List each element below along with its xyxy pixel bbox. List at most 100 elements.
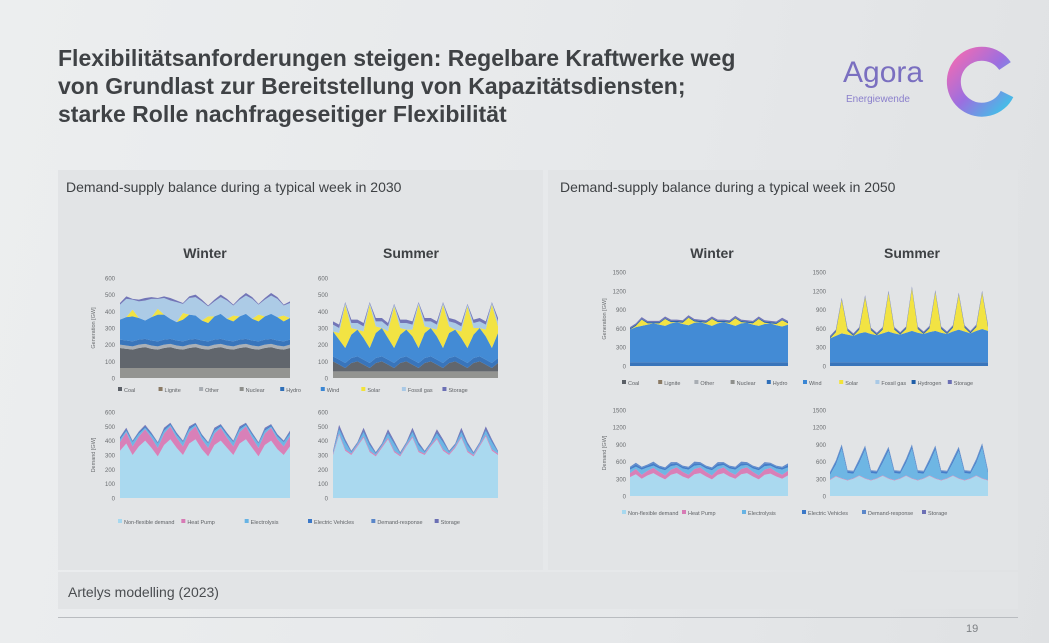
y-tick-label: 600 xyxy=(816,327,827,333)
series-area-heat-pump xyxy=(630,467,788,480)
y-tick-label: 900 xyxy=(616,308,627,314)
legend-entry: Coal xyxy=(124,388,135,394)
series-area-wind xyxy=(630,322,788,363)
source-note: Artelys modelling (2023) xyxy=(68,584,219,600)
y-tick-label: 900 xyxy=(816,443,827,449)
series-area-hydro xyxy=(830,362,988,366)
series-area-non-flexible-demand xyxy=(630,473,788,496)
season-label-summer-2030: Summer xyxy=(383,245,440,261)
series-area-solar xyxy=(120,308,290,323)
series-area-storage xyxy=(120,422,290,443)
series-area-coal xyxy=(120,347,290,368)
y-tick-label: 0 xyxy=(325,377,329,383)
y-tick-label: 0 xyxy=(823,365,827,371)
series-area-other xyxy=(120,343,290,350)
legend-swatch xyxy=(199,387,204,391)
season-label-summer-2050: Summer xyxy=(884,245,941,261)
legend-entry: Other xyxy=(700,381,714,387)
logo-wordmark: Agora xyxy=(843,56,924,89)
legend-entry: Storage xyxy=(928,511,947,517)
season-label-winter-2050: Winter xyxy=(690,245,734,261)
y-tick-label: 600 xyxy=(318,411,329,417)
y-tick-label: 900 xyxy=(616,443,627,449)
season-label-winter-2030: Winter xyxy=(183,245,227,261)
legend-swatch xyxy=(802,510,806,514)
y-tick-label: 500 xyxy=(105,293,116,299)
series-area-non-flexible-demand xyxy=(120,439,290,498)
legend-swatch xyxy=(875,380,880,384)
series-area-non-flexible-demand xyxy=(333,434,498,498)
series-area-solar xyxy=(630,317,788,330)
series-area-electrolysis xyxy=(830,447,988,480)
legend-entry: Solar xyxy=(367,388,380,394)
y-tick-label: 300 xyxy=(318,454,329,460)
legend-entry: Electrolysis xyxy=(251,520,279,526)
series-area-electrolysis xyxy=(120,424,290,448)
y-tick-label: 500 xyxy=(318,293,329,299)
legend-swatch xyxy=(911,380,916,384)
legend-entry: Heat Pump xyxy=(187,520,215,526)
title-line-2: von Grundlast zur Bereitstellung von Kap… xyxy=(58,73,686,99)
legend-swatch xyxy=(308,519,312,523)
legend-swatch xyxy=(622,380,626,384)
agora-logo: Agora Energiewende xyxy=(843,42,1023,132)
legend-entry: Electric Vehicles xyxy=(314,520,354,526)
series-area-heat-pump xyxy=(333,433,498,457)
legend-swatch xyxy=(922,510,926,514)
y-tick-label: 400 xyxy=(105,439,116,445)
legend-entry: Lignite xyxy=(165,388,181,394)
slide-title: Flexibilitätsanforderungen steigen: Rege… xyxy=(58,44,818,128)
legend-entry: Nuclear xyxy=(737,381,756,387)
y-tick-label: 100 xyxy=(318,360,329,366)
legend-swatch xyxy=(694,380,699,384)
legend-entry: Lignite xyxy=(664,381,680,387)
y-axis-label: Demand [GW] xyxy=(602,435,608,470)
legend-entry: Demand-response xyxy=(377,520,422,526)
legend-swatch xyxy=(361,387,366,391)
legend-entry: Non-flexible demand xyxy=(628,511,678,517)
series-area-non-flexible-demand xyxy=(830,475,988,496)
y-tick-label: 1500 xyxy=(813,409,827,415)
logo-subtitle: Energiewende xyxy=(846,94,910,105)
legend-swatch xyxy=(239,387,244,391)
y-tick-label: 400 xyxy=(318,439,329,445)
y-tick-label: 600 xyxy=(318,277,329,283)
legend-swatch xyxy=(730,380,735,384)
legend-swatch xyxy=(244,519,249,523)
series-area-electric-vehicles xyxy=(120,423,290,444)
y-axis-label: Generation [GW] xyxy=(602,298,608,340)
footer-rule xyxy=(58,617,1018,618)
series-area-nuclear xyxy=(333,371,498,378)
y-tick-label: 200 xyxy=(318,343,329,349)
legend-entry: Other xyxy=(205,388,219,394)
title-line-3: starke Rolle nachfrageseitiger Flexibili… xyxy=(58,101,507,127)
panel-2030-title: Demand-supply balance during a typical w… xyxy=(66,179,402,195)
y-tick-label: 400 xyxy=(318,310,329,316)
y-tick-label: 300 xyxy=(318,327,329,333)
y-tick-label: 1200 xyxy=(813,289,827,295)
series-area-wind xyxy=(120,313,290,342)
y-axis-label: Demand [GW] xyxy=(91,437,97,472)
y-tick-label: 0 xyxy=(823,495,827,501)
y-tick-label: 100 xyxy=(105,360,116,366)
legend-entry: Wind xyxy=(809,381,822,387)
y-tick-label: 600 xyxy=(105,411,116,417)
y-tick-label: 500 xyxy=(105,425,116,431)
legend-swatch xyxy=(766,380,771,384)
y-tick-label: 300 xyxy=(616,346,627,352)
y-tick-label: 1200 xyxy=(613,289,627,295)
series-area-heat-pump xyxy=(120,426,290,457)
y-tick-label: 200 xyxy=(105,468,116,474)
y-tick-label: 1200 xyxy=(813,426,827,432)
legend-entry: Electric Vehicles xyxy=(808,511,848,517)
legend-swatch xyxy=(371,519,376,523)
y-tick-label: 0 xyxy=(623,365,627,371)
legend-entry: Wind xyxy=(327,388,340,394)
legend-swatch xyxy=(947,380,952,384)
series-area-demand-response xyxy=(630,461,788,469)
y-tick-label: 1500 xyxy=(613,409,627,415)
panel-2050-title: Demand-supply balance during a typical w… xyxy=(560,179,896,195)
series-area-hydro xyxy=(333,356,498,368)
series-area-fossil-gas xyxy=(333,303,498,333)
